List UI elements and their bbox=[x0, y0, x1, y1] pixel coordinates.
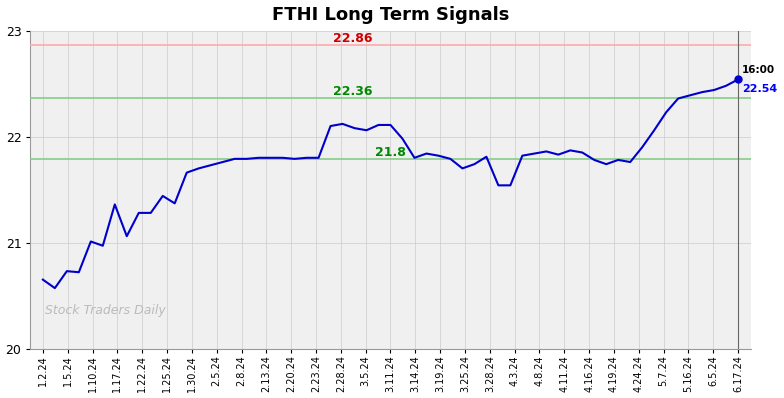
Text: Stock Traders Daily: Stock Traders Daily bbox=[45, 304, 165, 317]
Text: 22.54: 22.54 bbox=[742, 84, 777, 94]
Text: 22.86: 22.86 bbox=[333, 33, 373, 45]
Title: FTHI Long Term Signals: FTHI Long Term Signals bbox=[272, 6, 509, 23]
Text: 21.8: 21.8 bbox=[375, 146, 406, 159]
Text: 22.36: 22.36 bbox=[333, 86, 373, 98]
Text: 16:00: 16:00 bbox=[742, 65, 775, 75]
